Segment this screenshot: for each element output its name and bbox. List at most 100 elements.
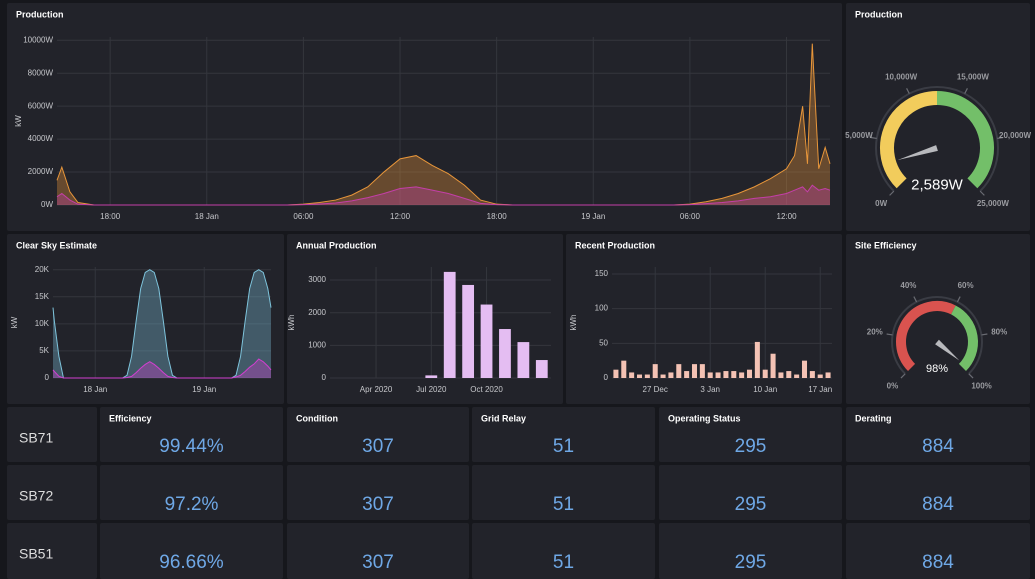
y-tick-label: 20K <box>35 265 50 274</box>
panel <box>100 465 283 520</box>
y-tick-label: 3000 <box>308 275 326 284</box>
stat-value: 307 <box>362 552 394 573</box>
column-header: Efficiency <box>109 413 152 423</box>
stat-value: 51 <box>553 494 574 515</box>
gauge-band <box>880 91 938 189</box>
y-tick-label: 10000W <box>23 35 53 44</box>
bar <box>754 341 760 378</box>
gauge-tick-label: 25,000W <box>977 199 1009 208</box>
stat-value: 99.44% <box>159 436 224 457</box>
x-tick-label: 18:00 <box>100 212 121 221</box>
panel <box>846 465 1030 520</box>
panel <box>472 407 655 462</box>
gauge-tick-label: 100% <box>971 382 991 391</box>
y-axis-label: kW <box>10 316 19 328</box>
bar <box>676 364 682 378</box>
gauge-tick-label: 10,000W <box>885 73 917 82</box>
gauge-tick <box>900 373 906 379</box>
bar <box>499 329 511 378</box>
bar <box>699 364 705 378</box>
bar <box>715 372 721 378</box>
panel <box>287 407 469 462</box>
y-tick-label: 50 <box>599 338 608 347</box>
gauge-tick-label: 5,000W <box>845 131 873 140</box>
bar <box>723 371 729 378</box>
stat-value: 96.66% <box>159 552 224 573</box>
bar <box>762 369 768 378</box>
gauge-tick <box>997 136 1004 140</box>
x-tick-label: 19 Jan <box>581 212 605 221</box>
gauge-value: 98% <box>926 363 948 375</box>
gauge-tick <box>889 190 895 196</box>
y-tick-label: 2000W <box>28 167 54 176</box>
stat-value: 307 <box>362 436 394 457</box>
y-tick-label: 0 <box>604 373 609 382</box>
y-tick-label: 2000 <box>308 308 326 317</box>
bar <box>517 342 530 378</box>
x-tick-label: 27 Dec <box>643 385 668 394</box>
panel <box>659 407 842 462</box>
bar <box>613 369 619 378</box>
bar <box>621 360 627 378</box>
bar <box>770 353 776 378</box>
gauge-tick <box>968 373 974 379</box>
y-tick-label: 6000W <box>28 101 54 110</box>
panel <box>472 523 655 579</box>
x-tick-label: 10 Jan <box>753 385 777 394</box>
bar <box>668 372 674 378</box>
y-tick-label: 15K <box>35 292 50 301</box>
bar <box>425 375 438 378</box>
bar <box>778 372 784 378</box>
bar <box>801 360 808 378</box>
gauge-tick-label: 80% <box>991 327 1007 336</box>
y-axis-label: kW <box>14 115 23 127</box>
stat-value: 884 <box>922 552 954 573</box>
panel <box>100 407 283 462</box>
y-axis-label: kWh <box>569 315 578 331</box>
bar <box>443 271 456 378</box>
y-tick-label: 100 <box>595 304 609 313</box>
gauge-needle <box>935 339 960 361</box>
stat-value: 295 <box>735 436 767 457</box>
panel <box>7 234 284 404</box>
series-area <box>57 43 830 206</box>
x-tick-label: Oct 2020 <box>470 385 503 394</box>
gauge-band <box>950 305 978 371</box>
x-tick-label: 19 Jan <box>192 385 216 394</box>
y-tick-label: 5K <box>39 346 49 355</box>
bar <box>636 374 643 378</box>
x-tick-label: 18:00 <box>487 212 508 221</box>
bar <box>794 374 800 378</box>
x-tick-label: 12:00 <box>777 212 798 221</box>
y-tick-label: 150 <box>595 269 609 278</box>
gauge-value: 2,589W <box>911 176 964 193</box>
gauge-tick-label: 15,000W <box>957 73 989 82</box>
y-tick-label: 0W <box>41 200 53 209</box>
panel-title: Production <box>16 9 64 19</box>
panel <box>7 523 97 579</box>
column-header: Operating Status <box>668 413 741 423</box>
row-name: SB51 <box>19 546 53 562</box>
bar <box>746 369 753 378</box>
stat-value: 51 <box>553 436 574 457</box>
bar <box>739 372 745 378</box>
series-line <box>52 269 272 379</box>
panel-title: Annual Production <box>296 240 377 250</box>
stat-value: 884 <box>922 436 954 457</box>
panel <box>7 465 97 520</box>
gauge-tick-label: 0W <box>875 199 887 208</box>
stat-value: 884 <box>922 494 954 515</box>
panel-title: Clear Sky Estimate <box>16 240 97 250</box>
column-header: Grid Relay <box>481 413 526 423</box>
gauge-tick <box>981 333 988 336</box>
y-tick-label: 1000 <box>308 340 326 349</box>
bar <box>652 364 658 378</box>
panel-title: Production <box>855 9 903 19</box>
x-tick-label: 06:00 <box>293 212 314 221</box>
bar <box>707 372 713 378</box>
bar <box>535 360 548 378</box>
series-area <box>57 185 830 205</box>
gauge-tick <box>886 333 893 336</box>
column-header: Condition <box>296 413 338 423</box>
y-tick-label: 0 <box>45 373 50 382</box>
